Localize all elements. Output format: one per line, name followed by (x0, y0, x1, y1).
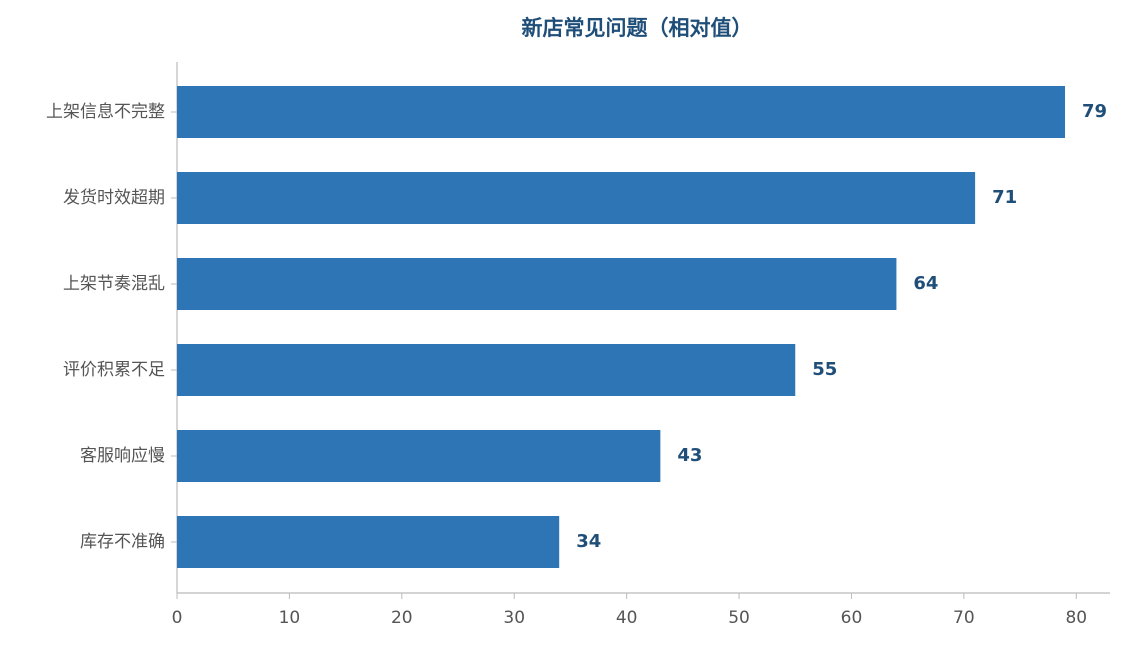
x-tick-label: 30 (503, 608, 525, 628)
y-tick-label: 库存不准确 (80, 532, 165, 552)
value-label: 71 (992, 187, 1017, 208)
value-label: 64 (913, 273, 938, 294)
x-tick-label: 50 (728, 608, 750, 628)
bar (177, 516, 560, 568)
x-tick-label: 0 (172, 608, 183, 628)
x-tick-label: 40 (616, 608, 638, 628)
y-tick-label: 发货时效超期 (63, 188, 165, 208)
x-tick-label: 70 (953, 608, 975, 628)
y-tick-label: 上架信息不完整 (46, 102, 165, 122)
x-tick-label: 20 (391, 608, 413, 628)
value-label: 55 (812, 359, 837, 380)
x-tick-label: 80 (1065, 608, 1087, 628)
y-tick-label: 评价积累不足 (63, 360, 165, 380)
x-tick-label: 60 (841, 608, 863, 628)
value-label: 43 (677, 445, 702, 466)
bar (177, 172, 976, 224)
x-tick-label: 10 (279, 608, 301, 628)
bar (177, 86, 1066, 138)
y-tick-label: 上架节奏混乱 (63, 274, 165, 294)
bar (177, 430, 661, 482)
chart-title: 新店常见问题（相对值） (522, 16, 753, 40)
y-tick-label: 客服响应慢 (80, 445, 165, 466)
bar (177, 258, 897, 310)
value-label: 79 (1082, 101, 1107, 122)
bar (177, 344, 796, 396)
value-label: 34 (576, 531, 601, 552)
